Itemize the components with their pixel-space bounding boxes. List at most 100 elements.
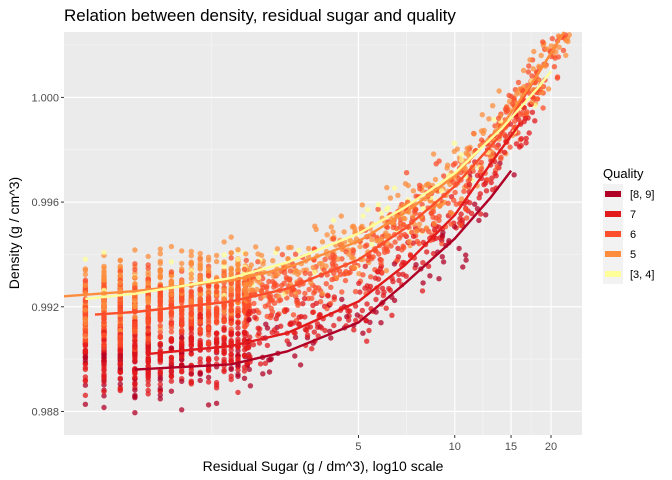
data-point (82, 401, 89, 407)
data-point (284, 307, 290, 313)
data-point (266, 278, 272, 285)
data-point (101, 249, 107, 256)
data-point (360, 213, 366, 219)
data-point (132, 314, 138, 320)
data-point (406, 238, 412, 245)
data-point (328, 224, 334, 230)
data-point (278, 323, 284, 329)
data-point (346, 308, 353, 314)
data-point (82, 342, 89, 348)
fit-line (148, 122, 521, 356)
data-point (157, 294, 163, 300)
data-point (272, 272, 279, 278)
data-point (403, 170, 410, 176)
legend-label: 6 (630, 229, 636, 241)
data-point (260, 371, 266, 377)
data-point (463, 257, 469, 263)
data-point (132, 357, 138, 363)
data-point (188, 293, 194, 299)
data-point (197, 328, 203, 335)
data-point (312, 284, 319, 291)
data-point (287, 268, 294, 274)
data-point (423, 225, 430, 231)
data-point (228, 366, 234, 373)
data-point (145, 339, 151, 345)
data-point (82, 332, 89, 338)
data-point (145, 295, 151, 301)
data-point (243, 291, 250, 298)
data-point (228, 287, 234, 293)
data-point (249, 279, 255, 285)
data-point (424, 181, 431, 188)
data-point (179, 353, 185, 360)
data-point (266, 294, 272, 300)
data-point (369, 241, 375, 247)
data-point (168, 269, 175, 275)
data-point (221, 272, 227, 278)
data-point (310, 309, 316, 315)
data-point (268, 305, 274, 311)
data-point (338, 213, 344, 219)
data-point (530, 66, 536, 72)
data-point (545, 86, 552, 92)
data-point (529, 99, 535, 105)
data-point (551, 63, 558, 70)
data-point (228, 270, 234, 277)
data-point (197, 370, 203, 377)
data-point (492, 170, 498, 177)
data-point (188, 298, 194, 304)
data-point (323, 263, 329, 269)
data-point (341, 229, 347, 235)
data-point (335, 256, 341, 262)
data-point (221, 368, 227, 375)
data-point (478, 211, 484, 217)
data-point (295, 302, 301, 308)
data-point (228, 337, 234, 344)
data-point (168, 345, 175, 351)
data-point (330, 251, 336, 258)
data-point (375, 206, 381, 212)
data-point (221, 287, 227, 293)
y-tick-label: 0.996 (31, 197, 59, 209)
data-point (262, 303, 268, 309)
data-point (188, 322, 194, 328)
data-point (319, 291, 326, 297)
plot-panel (64, 32, 582, 435)
data-point (317, 299, 324, 305)
legend-label: [8, 9] (630, 189, 654, 201)
data-point (304, 332, 311, 338)
data-point (416, 221, 423, 228)
data-point (235, 287, 241, 293)
y-tick-label: 0.992 (31, 302, 59, 314)
data-point (410, 188, 417, 194)
data-point (494, 163, 500, 170)
data-point (329, 276, 335, 283)
data-point (363, 317, 369, 324)
data-point (433, 161, 439, 167)
data-point (306, 286, 312, 293)
data-point (157, 357, 163, 363)
data-point (288, 321, 294, 327)
data-point (481, 127, 487, 134)
data-point (257, 361, 264, 367)
data-point (292, 353, 298, 359)
data-point (464, 215, 470, 221)
data-point (383, 206, 390, 213)
data-point (132, 387, 138, 393)
data-point (82, 277, 89, 283)
data-point (188, 367, 194, 373)
data-point (529, 109, 536, 116)
data-point (117, 268, 124, 274)
data-point (284, 338, 290, 344)
legend: Quality [8, 9] 7 6 5 [3, 4] (603, 166, 654, 284)
legend-item: 6 (603, 224, 636, 244)
legend-item: 5 (603, 244, 636, 264)
data-point (441, 173, 447, 179)
data-point (378, 236, 385, 243)
fit-line (85, 70, 552, 301)
data-point (221, 263, 227, 270)
data-point (375, 202, 382, 208)
data-point (243, 305, 249, 311)
data-point (284, 288, 290, 295)
data-point (235, 262, 241, 268)
